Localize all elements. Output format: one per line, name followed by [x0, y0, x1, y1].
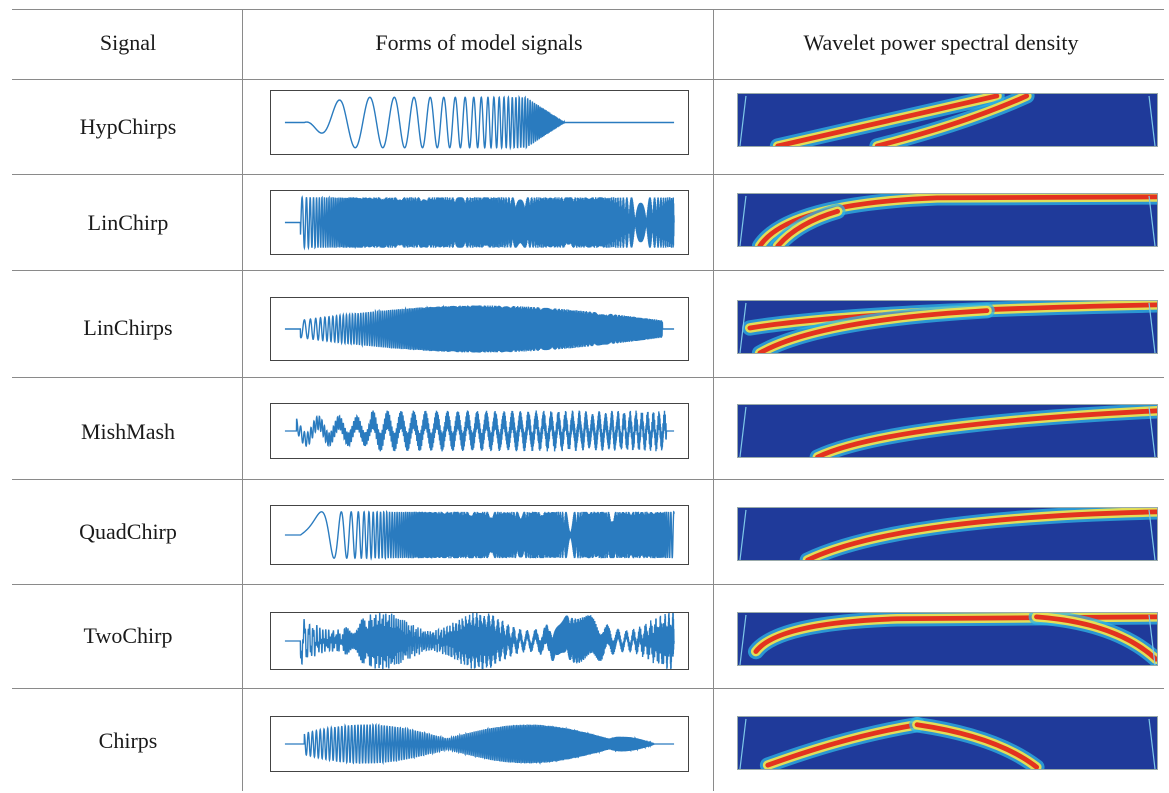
plot-graphic [738, 194, 1157, 246]
plot-graphic [271, 191, 688, 254]
waveform-mishmash [270, 403, 689, 459]
plot-graphic [738, 717, 1157, 769]
plot-graphic [271, 298, 688, 360]
waveform-trace [285, 305, 674, 352]
waveform-trace [285, 410, 674, 451]
rule-row-1 [12, 174, 1164, 175]
wpsd-chirps [737, 716, 1158, 770]
waveform-trace [285, 613, 674, 669]
plot-graphic [738, 301, 1157, 353]
waveform-twochirp [270, 612, 689, 670]
header-forms: Forms of model signals [375, 31, 582, 55]
plot-graphic [271, 91, 688, 154]
plot-graphic [271, 506, 688, 564]
signal-label-chirps: Chirps [99, 729, 158, 753]
rule-row-3 [12, 377, 1164, 378]
rule-row-4 [12, 479, 1164, 480]
waveform-chirps [270, 716, 689, 772]
waveform-linchirps [270, 297, 689, 361]
waveform-linchirp [270, 190, 689, 255]
header-signal: Signal [100, 31, 156, 55]
waveform-trace [285, 97, 674, 147]
rule-col-1 [242, 9, 243, 791]
rule-header [12, 79, 1164, 80]
rule-row-2 [12, 270, 1164, 271]
plot-graphic [738, 94, 1157, 146]
header-wpsd: Wavelet power spectral density [804, 31, 1079, 55]
rule-row-6 [12, 688, 1164, 689]
signal-label-quadchirp: QuadChirp [79, 520, 177, 544]
waveform-quadchirp [270, 505, 689, 565]
signal-label-twochirp: TwoChirp [84, 624, 173, 648]
plot-graphic [738, 405, 1157, 457]
rule-row-5 [12, 584, 1164, 585]
plot-graphic [738, 508, 1157, 560]
wpsd-mishmash [737, 404, 1158, 458]
rule-col-2 [713, 9, 714, 791]
plot-graphic [738, 613, 1157, 665]
signal-label-linchirps: LinChirps [83, 316, 172, 340]
wpsd-hypchirps [737, 93, 1158, 147]
signal-label-linchirp: LinChirp [88, 211, 169, 235]
wpsd-twochirp [737, 612, 1158, 666]
wpsd-linchirps [737, 300, 1158, 354]
wpsd-quadchirp [737, 507, 1158, 561]
plot-graphic [271, 404, 688, 458]
wpsd-linchirp [737, 193, 1158, 247]
plot-graphic [271, 717, 688, 771]
signal-label-hypchirps: HypChirps [80, 115, 177, 139]
signal-label-mishmash: MishMash [81, 420, 175, 444]
waveform-hypchirps [270, 90, 689, 155]
waveform-trace [285, 197, 674, 247]
rule-top [12, 9, 1164, 10]
waveform-trace [285, 512, 674, 558]
waveform-trace [285, 725, 674, 764]
plot-graphic [271, 613, 688, 669]
